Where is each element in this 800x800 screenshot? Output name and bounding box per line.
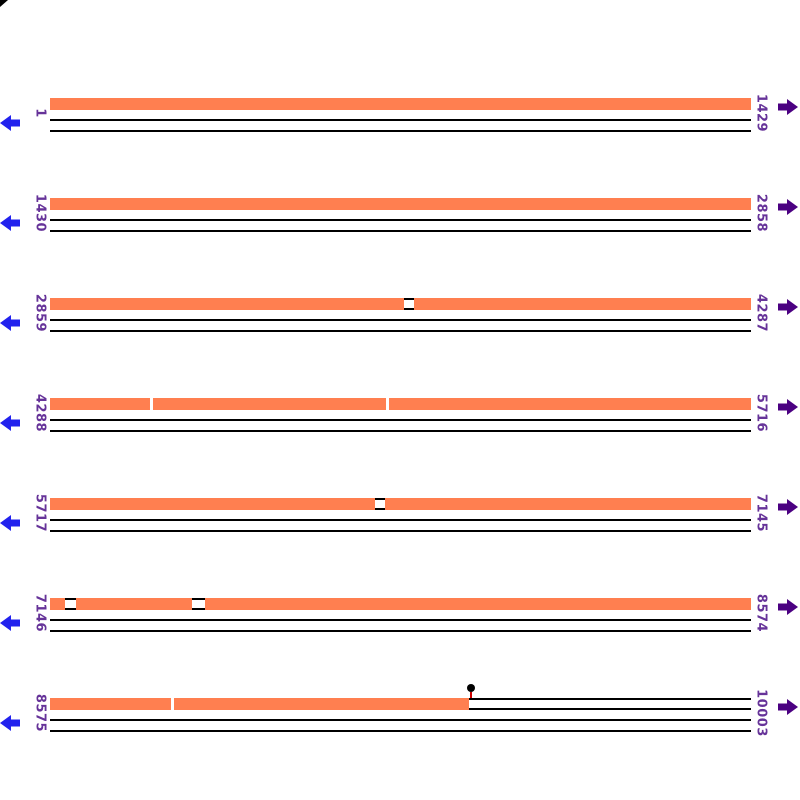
next-segment-arrow-icon[interactable]	[778, 98, 798, 116]
prev-segment-arrow-icon[interactable]	[0, 514, 20, 532]
feature-bar[interactable]	[50, 698, 469, 710]
track-line	[50, 519, 751, 521]
corner-mark	[0, 0, 8, 7]
segment-start-label: 5717	[32, 493, 48, 533]
feature-gap	[65, 598, 76, 610]
prev-segment-arrow-icon[interactable]	[0, 314, 20, 332]
prev-segment-arrow-icon[interactable]	[0, 714, 20, 732]
track-edge-line	[469, 708, 751, 710]
sequence-row: 8575 10003	[0, 684, 800, 744]
segment-end-label: 5716	[753, 393, 769, 433]
segment-end-label: 8574	[753, 593, 769, 633]
track-line	[50, 230, 751, 232]
track-edge-line	[469, 698, 751, 700]
prev-segment-arrow-icon[interactable]	[0, 214, 20, 232]
segment-end-label: 2858	[753, 193, 769, 233]
sequence-row: 5717 7145	[0, 494, 800, 544]
feature-bar[interactable]	[50, 498, 751, 510]
lollipop-stem	[470, 692, 472, 698]
feature-slit	[386, 398, 389, 410]
feature-slit	[171, 698, 174, 710]
segment-start-label: 8575	[32, 693, 48, 733]
segment-end-label: 10003	[753, 689, 769, 737]
next-segment-arrow-icon[interactable]	[778, 698, 798, 716]
prev-segment-arrow-icon[interactable]	[0, 414, 20, 432]
segment-start-label: 1	[32, 108, 48, 118]
track-line	[50, 430, 751, 432]
track-line	[50, 719, 751, 721]
track-line	[50, 319, 751, 321]
sequence-row: 1 1429	[0, 94, 800, 144]
next-segment-arrow-icon[interactable]	[778, 398, 798, 416]
segment-end-label: 7145	[753, 493, 769, 533]
track-line	[50, 219, 751, 221]
next-segment-arrow-icon[interactable]	[778, 198, 798, 216]
prev-segment-arrow-icon[interactable]	[0, 114, 20, 132]
sequence-row: 1430 2858	[0, 194, 800, 244]
track-line	[50, 119, 751, 121]
sequence-row: 2859 4287	[0, 294, 800, 344]
lollipop-marker[interactable]	[467, 684, 475, 692]
sequence-row: 7146 8574	[0, 594, 800, 644]
feature-slit	[150, 398, 153, 410]
feature-bar[interactable]	[50, 298, 751, 310]
prev-segment-arrow-icon[interactable]	[0, 614, 20, 632]
segment-start-label: 1430	[32, 193, 48, 233]
feature-bar[interactable]	[50, 598, 751, 610]
track-line	[50, 630, 751, 632]
feature-bar[interactable]	[50, 398, 751, 410]
track-line	[50, 130, 751, 132]
segment-start-label: 7146	[32, 593, 48, 633]
feature-gap	[192, 598, 205, 610]
track-line	[50, 530, 751, 532]
feature-gap	[375, 498, 385, 510]
segment-start-label: 2859	[32, 293, 48, 333]
track-line	[50, 619, 751, 621]
segment-start-label: 4288	[32, 393, 48, 433]
track-line	[50, 419, 751, 421]
next-segment-arrow-icon[interactable]	[778, 498, 798, 516]
segment-end-label: 1429	[753, 93, 769, 133]
next-segment-arrow-icon[interactable]	[778, 298, 798, 316]
track-line	[50, 330, 751, 332]
feature-bar[interactable]	[50, 98, 751, 110]
sequence-row: 4288 5716	[0, 394, 800, 444]
track-line	[50, 730, 751, 732]
feature-gap	[404, 298, 414, 310]
next-segment-arrow-icon[interactable]	[778, 598, 798, 616]
feature-bar[interactable]	[50, 198, 751, 210]
segment-end-label: 4287	[753, 293, 769, 333]
